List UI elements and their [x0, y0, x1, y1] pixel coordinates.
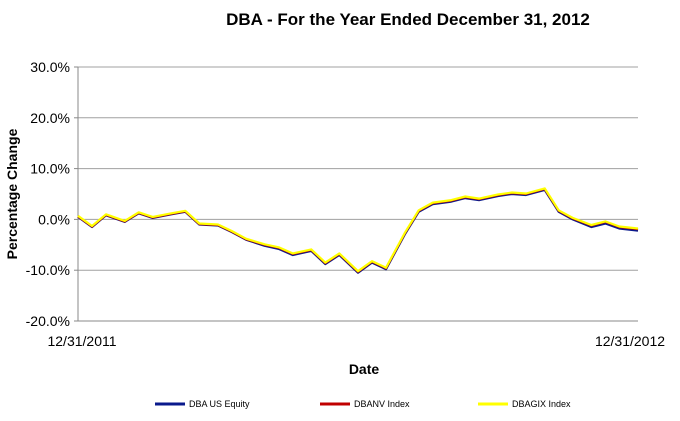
legend-label-dbanv-index: DBANV Index: [354, 399, 410, 409]
legend-label-dbagix-index: DBAGIX Index: [512, 399, 571, 409]
y-axis-ticks: 30.0% 20.0% 10.0% 0.0% -10.0% -20.0%: [26, 59, 78, 329]
y-tick-label-2: 10.0%: [30, 161, 70, 177]
y-tick-label-0: 30.0%: [30, 59, 70, 75]
y-tick-label-1: 20.0%: [30, 110, 70, 126]
x-tick-label-end: 12/31/2012: [595, 333, 665, 349]
x-axis-label: Date: [349, 361, 380, 377]
series-lines: [77, 187, 639, 274]
gridlines: [78, 66, 638, 322]
y-tick-label-4: -10.0%: [26, 262, 70, 278]
series-line-dbagix-index: [77, 187, 639, 273]
y-axis-label: Percentage Change: [4, 128, 20, 259]
legend-item-dba-us-equity: DBA US Equity: [155, 399, 250, 409]
legend-label-dba-us-equity: DBA US Equity: [189, 399, 250, 409]
x-tick-label-start: 12/31/2011: [47, 333, 116, 349]
legend-item-dbanv-index: DBANV Index: [320, 399, 410, 409]
legend: DBA US Equity DBANV Index DBAGIX Index: [155, 399, 571, 409]
y-tick-label-5: -20.0%: [26, 313, 70, 329]
chart-title: DBA - For the Year Ended December 31, 20…: [226, 10, 590, 29]
legend-item-dbagix-index: DBAGIX Index: [478, 399, 571, 409]
y-tick-label-3: 0.0%: [38, 211, 70, 227]
